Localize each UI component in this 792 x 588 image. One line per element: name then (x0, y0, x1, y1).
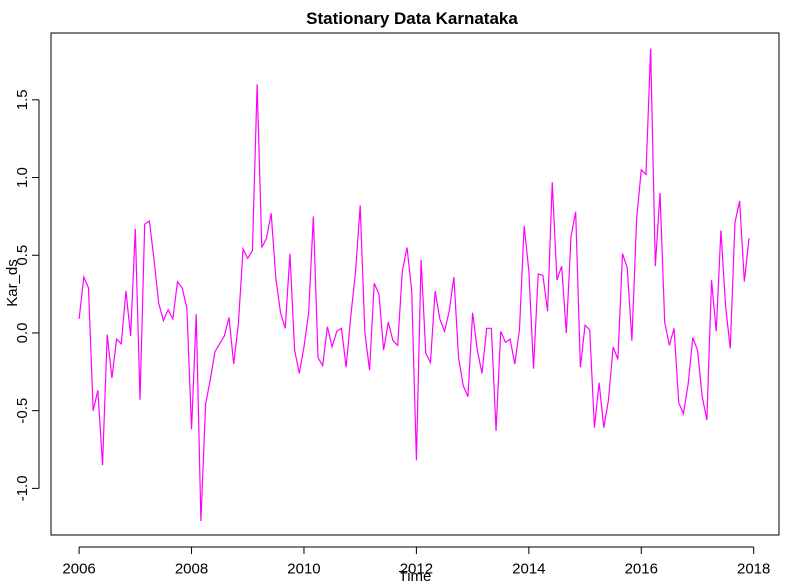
x-tick-label: 2010 (287, 560, 320, 577)
x-tick-label: 2014 (512, 560, 545, 577)
y-tick-label: 0.5 (14, 245, 31, 266)
x-tick-label: 2008 (175, 560, 208, 577)
chart-title: Stationary Data Karnataka (306, 9, 518, 28)
y-tick-label: 0.0 (14, 323, 31, 344)
series-layer (78, 48, 750, 522)
x-tick-label: 2016 (625, 560, 658, 577)
x-tick-label: 2018 (737, 560, 770, 577)
y-tick-label: 1.0 (14, 167, 31, 188)
x-tick-label: 2006 (62, 560, 95, 577)
x-axis: 2006 2008 2010 2012 2014 2016 2018 (62, 546, 770, 577)
y-axis: -1.0 -0.5 0.0 0.5 1.0 1.5 (14, 89, 40, 501)
y-tick-label: -0.5 (14, 398, 31, 424)
y-axis-title: Kar_ds (4, 259, 21, 307)
y-tick-label: -1.0 (14, 475, 31, 501)
y-tick-label: 1.5 (14, 89, 31, 110)
series-line (78, 48, 750, 522)
x-axis-title: Time (399, 568, 432, 585)
plot-frame (50, 32, 780, 536)
x-tick-label: 2012 (400, 560, 433, 577)
